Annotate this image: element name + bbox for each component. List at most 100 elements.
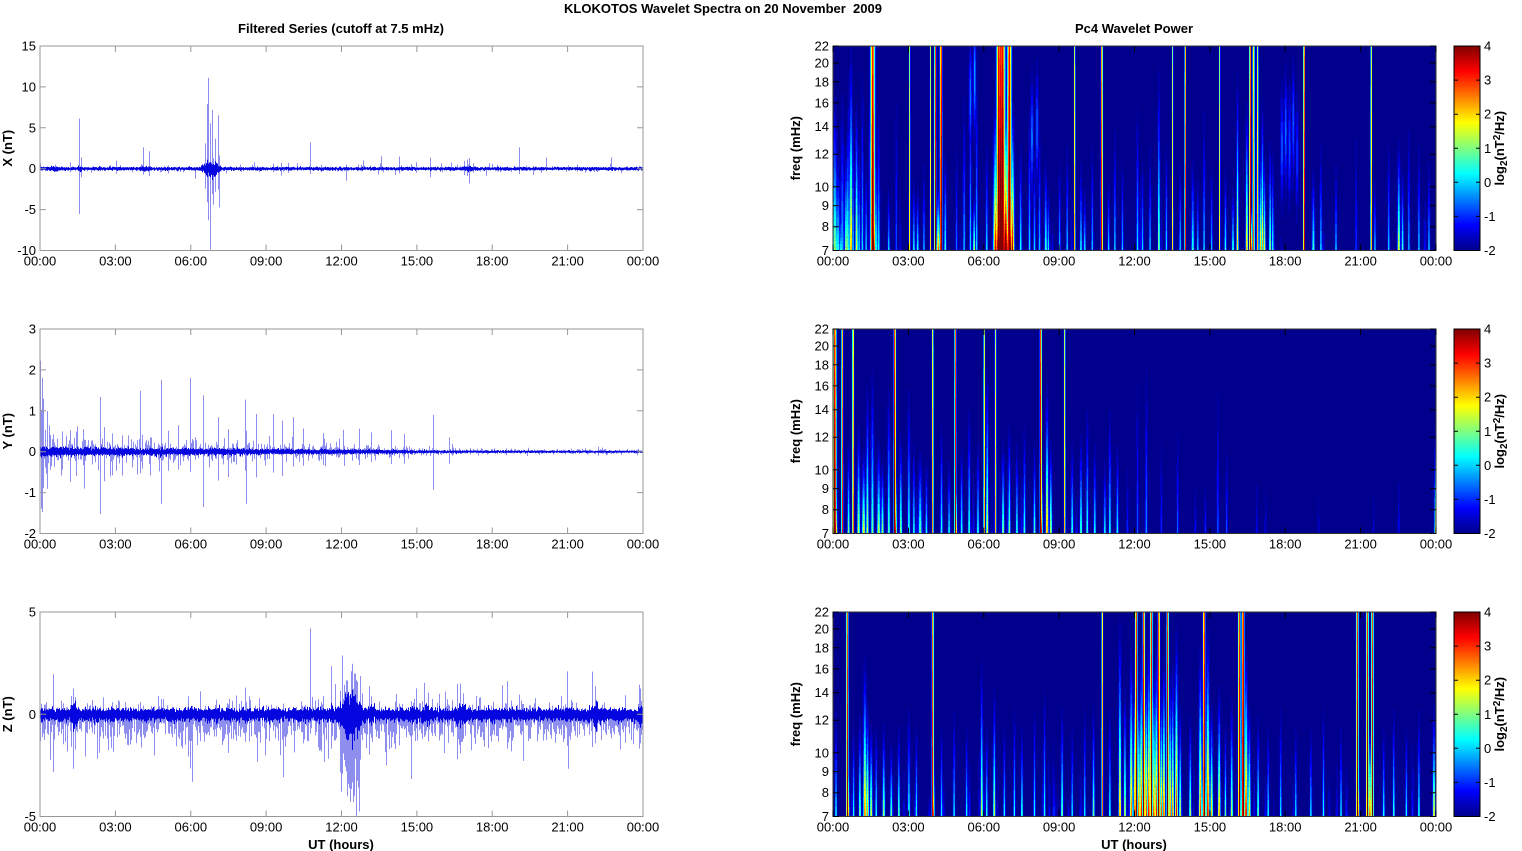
svg-text:0: 0: [1484, 741, 1491, 756]
svg-text:15:00: 15:00: [401, 820, 434, 835]
svg-text:14: 14: [815, 685, 829, 700]
svg-text:UT (hours): UT (hours): [1101, 837, 1167, 851]
svg-text:09:00: 09:00: [1043, 537, 1076, 552]
svg-text:12:00: 12:00: [325, 820, 358, 835]
svg-text:10: 10: [22, 79, 36, 94]
svg-text:00:00: 00:00: [627, 820, 660, 835]
svg-text:18:00: 18:00: [476, 820, 509, 835]
svg-text:09:00: 09:00: [250, 820, 283, 835]
svg-text:-1: -1: [1484, 209, 1496, 224]
svg-text:16: 16: [815, 661, 829, 676]
svg-text:03:00: 03:00: [892, 254, 925, 269]
svg-text:21:00: 21:00: [551, 537, 584, 552]
svg-text:7: 7: [822, 526, 829, 541]
svg-text:UT (hours): UT (hours): [308, 837, 374, 851]
svg-text:22: 22: [815, 39, 829, 54]
svg-text:2: 2: [29, 362, 36, 377]
svg-text:9: 9: [822, 764, 829, 779]
svg-text:-2: -2: [1484, 526, 1496, 541]
svg-text:15:00: 15:00: [1194, 537, 1227, 552]
svg-text:0: 0: [29, 707, 36, 722]
svg-text:18:00: 18:00: [476, 537, 509, 552]
svg-text:4: 4: [1484, 39, 1491, 54]
svg-text:18:00: 18:00: [1269, 254, 1302, 269]
svg-text:Y (nT): Y (nT): [0, 413, 15, 450]
svg-text:Filtered Series (cutoff at 7.5: Filtered Series (cutoff at 7.5 mHz): [238, 21, 444, 36]
svg-text:X (nT): X (nT): [0, 130, 15, 167]
svg-text:20: 20: [815, 622, 829, 637]
svg-text:18: 18: [815, 357, 829, 372]
svg-text:09:00: 09:00: [250, 254, 283, 269]
svg-text:18:00: 18:00: [1269, 537, 1302, 552]
svg-text:12:00: 12:00: [1118, 254, 1151, 269]
svg-text:09:00: 09:00: [1043, 820, 1076, 835]
svg-text:09:00: 09:00: [1043, 254, 1076, 269]
svg-text:8: 8: [822, 502, 829, 517]
svg-text:Pc4 Wavelet Power: Pc4 Wavelet Power: [1075, 21, 1193, 36]
svg-text:12: 12: [815, 430, 829, 445]
svg-text:12:00: 12:00: [1118, 537, 1151, 552]
svg-text:15:00: 15:00: [401, 537, 434, 552]
svg-text:4: 4: [1484, 322, 1491, 337]
svg-text:06:00: 06:00: [968, 820, 1001, 835]
svg-text:12:00: 12:00: [325, 537, 358, 552]
svg-text:9: 9: [822, 481, 829, 496]
svg-text:20: 20: [815, 56, 829, 71]
svg-text:18:00: 18:00: [1269, 820, 1302, 835]
svg-text:00:00: 00:00: [817, 537, 850, 552]
svg-text:1: 1: [1484, 707, 1491, 722]
svg-text:KLOKOTOS Wavelet Spectra on 20: KLOKOTOS Wavelet Spectra on 20 November …: [564, 1, 882, 16]
svg-text:-5: -5: [24, 809, 36, 824]
svg-text:00:00: 00:00: [1420, 254, 1453, 269]
svg-text:-2: -2: [1484, 243, 1496, 258]
svg-text:10: 10: [815, 462, 829, 477]
svg-text:20: 20: [815, 339, 829, 354]
svg-text:8: 8: [822, 219, 829, 234]
svg-text:18: 18: [815, 640, 829, 655]
svg-text:2: 2: [1484, 107, 1491, 122]
svg-text:-1: -1: [24, 485, 36, 500]
svg-text:00:00: 00:00: [817, 254, 850, 269]
svg-text:21:00: 21:00: [551, 820, 584, 835]
svg-text:3: 3: [29, 322, 36, 337]
svg-text:03:00: 03:00: [99, 537, 132, 552]
svg-text:3: 3: [1484, 639, 1491, 654]
svg-text:03:00: 03:00: [99, 254, 132, 269]
svg-text:00:00: 00:00: [1420, 537, 1453, 552]
svg-text:15:00: 15:00: [1194, 820, 1227, 835]
svg-text:log2(nT2/Hz): log2(nT2/Hz): [1492, 677, 1510, 752]
svg-text:Z (nT): Z (nT): [0, 696, 15, 732]
svg-text:-1: -1: [1484, 492, 1496, 507]
svg-text:-5: -5: [24, 202, 36, 217]
svg-text:10: 10: [815, 179, 829, 194]
svg-text:2: 2: [1484, 673, 1491, 688]
svg-text:1: 1: [29, 403, 36, 418]
svg-text:21:00: 21:00: [1344, 820, 1377, 835]
svg-text:-1: -1: [1484, 775, 1496, 790]
svg-text:0: 0: [29, 161, 36, 176]
svg-text:3: 3: [1484, 356, 1491, 371]
svg-text:21:00: 21:00: [1344, 537, 1377, 552]
svg-text:8: 8: [822, 785, 829, 800]
svg-text:00:00: 00:00: [817, 820, 850, 835]
svg-text:14: 14: [815, 119, 829, 134]
svg-text:3: 3: [1484, 73, 1491, 88]
svg-text:-10: -10: [17, 243, 36, 258]
svg-text:log2(nT2/Hz): log2(nT2/Hz): [1492, 394, 1510, 469]
svg-text:00:00: 00:00: [1420, 820, 1453, 835]
svg-text:15:00: 15:00: [401, 254, 434, 269]
svg-text:10: 10: [815, 745, 829, 760]
svg-text:00:00: 00:00: [24, 537, 57, 552]
svg-text:06:00: 06:00: [175, 537, 208, 552]
svg-text:12:00: 12:00: [1118, 820, 1151, 835]
svg-text:03:00: 03:00: [892, 537, 925, 552]
svg-text:15:00: 15:00: [1194, 254, 1227, 269]
svg-text:9: 9: [822, 198, 829, 213]
svg-text:freq (mHz): freq (mHz): [788, 399, 803, 463]
svg-text:03:00: 03:00: [99, 820, 132, 835]
svg-text:log2(nT2/Hz): log2(nT2/Hz): [1492, 111, 1510, 186]
svg-text:2: 2: [1484, 390, 1491, 405]
svg-text:16: 16: [815, 95, 829, 110]
svg-text:09:00: 09:00: [250, 537, 283, 552]
svg-text:21:00: 21:00: [1344, 254, 1377, 269]
